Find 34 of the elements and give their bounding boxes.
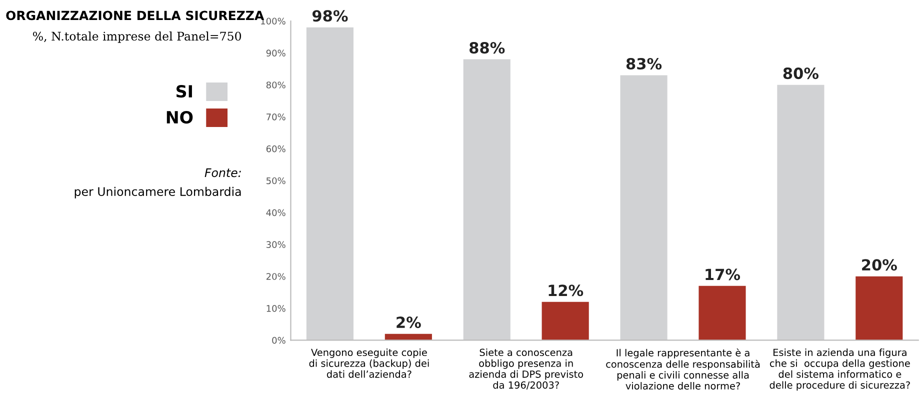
x-tick-label: Il legale rappresentante è a conoscenza delle responsabilità penali e civili connesse alla violazione delle norme? <box>606 348 760 390</box>
y-tick-label: 40% <box>266 209 286 216</box>
y-tick-label: 30% <box>266 241 286 248</box>
bar <box>463 59 510 340</box>
legend-label: SI <box>176 84 192 98</box>
x-tick-label: Esiste in azienda una figura che si occupa della gestione del sistema informatico e delle procedure di sicurezza? <box>770 348 910 391</box>
y-tick-label: 20% <box>266 273 286 280</box>
text: per Unioncamere Lombardia <box>74 186 241 198</box>
data-label: 12% <box>548 284 584 296</box>
y-tick-label: 0% <box>272 336 286 344</box>
bar <box>542 302 589 340</box>
data-label: 98% <box>312 10 348 22</box>
y-tick-label: 70% <box>266 113 286 120</box>
x-tick-label: Siete a conoscenza obbligo presenza in azienda di DPS previsto da 196/2003? <box>469 348 584 390</box>
y-tick-label: 60% <box>266 145 286 152</box>
data-label: 20% <box>862 259 897 271</box>
y-tick-label: 80% <box>266 82 286 88</box>
data-label: 2% <box>396 316 421 328</box>
data-label: 80% <box>783 68 818 80</box>
source-note: Fonte: <box>204 168 241 178</box>
bar <box>777 84 824 340</box>
data-label: 17% <box>706 268 740 280</box>
y-tick-label: 50% <box>266 177 286 184</box>
x-tick-label: Vengono eseguite copie di sicurezza (backup) dei dati dell’azienda? <box>309 348 429 378</box>
bar <box>620 75 668 340</box>
legend-label: NO <box>166 110 193 124</box>
text: %, N.totale imprese del Panel=750 <box>33 32 242 43</box>
bar <box>306 27 354 340</box>
bar <box>698 286 746 340</box>
y-tick-label: 10% <box>266 305 286 312</box>
y-tick-label: 90% <box>266 50 286 56</box>
data-label: 88% <box>470 42 505 54</box>
data-label: 83% <box>626 58 662 70</box>
bar <box>856 276 903 340</box>
